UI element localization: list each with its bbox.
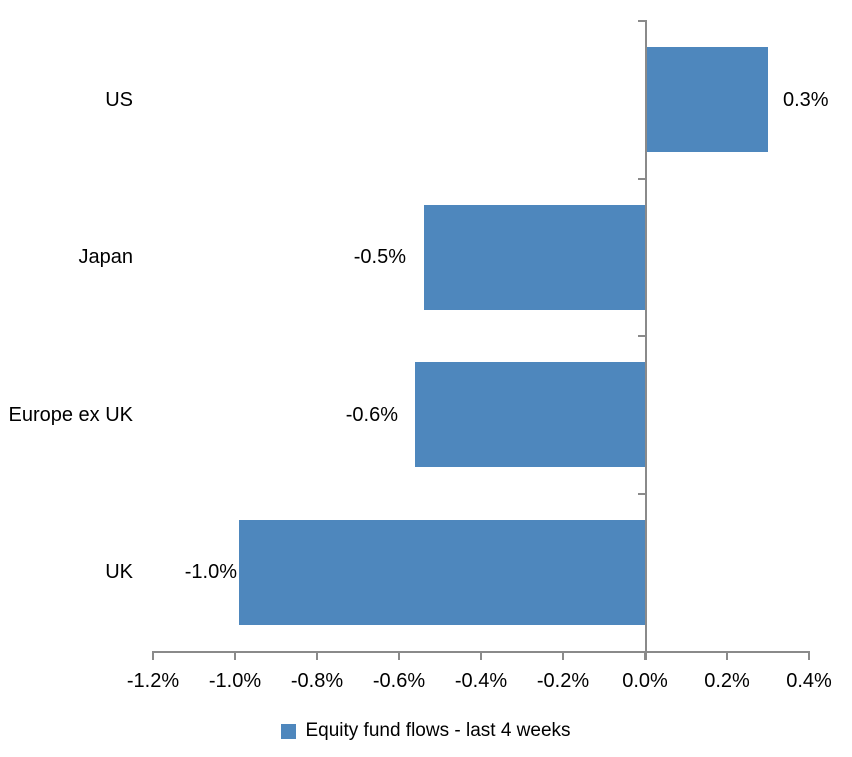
data-label-us: 0.3% — [783, 89, 829, 111]
x-tick-label: 0.4% — [786, 670, 832, 692]
category-label-uk: UK — [105, 561, 133, 583]
bar-japan — [424, 205, 646, 310]
category-label-japan: Japan — [78, 246, 134, 268]
x-tick-label: -0.4% — [454, 670, 508, 692]
x-tick-label: 0.0% — [622, 670, 668, 692]
bar-us — [646, 47, 768, 152]
x-tick — [644, 653, 646, 660]
x-tick — [726, 653, 728, 660]
data-label-uk: -1.0% — [184, 561, 237, 583]
x-tick — [234, 653, 236, 660]
x-tick — [562, 653, 564, 660]
x-tick-label: -1.2% — [126, 670, 180, 692]
category-label-us: US — [105, 89, 133, 111]
x-tick — [480, 653, 482, 660]
x-tick-label: -1.0% — [208, 670, 262, 692]
x-tick — [808, 653, 810, 660]
x-tick-label: -0.8% — [290, 670, 344, 692]
bar-uk — [239, 520, 646, 625]
x-tick-label: -0.2% — [536, 670, 590, 692]
y-tick — [638, 335, 645, 337]
data-label-japan: -0.5% — [353, 246, 406, 268]
legend: Equity fund flows - last 4 weeks — [0, 718, 852, 744]
legend-swatch — [281, 723, 297, 739]
x-tick — [316, 653, 318, 660]
y-tick — [638, 178, 645, 180]
y-axis-line — [645, 20, 647, 660]
bar-europe-ex-uk — [415, 362, 646, 467]
x-tick — [398, 653, 400, 660]
y-tick — [638, 493, 645, 495]
x-tick-label: 0.2% — [704, 670, 750, 692]
x-tick-label: -0.6% — [372, 670, 426, 692]
x-tick — [152, 653, 154, 660]
data-label-europe-ex-uk: -0.6% — [345, 404, 398, 426]
y-tick — [638, 20, 645, 22]
legend-label: Equity fund flows - last 4 weeks — [305, 720, 571, 741]
x-axis-line — [152, 651, 810, 653]
category-label-europe-ex-uk: Europe ex UK — [8, 404, 133, 426]
